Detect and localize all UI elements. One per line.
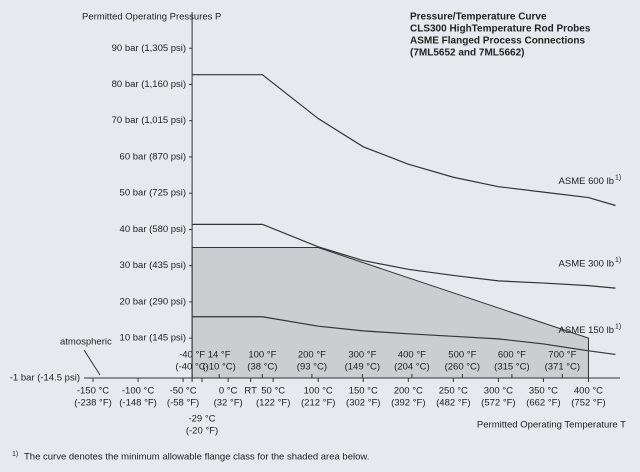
y-tick-label: 90 bar (1,305 psi) (112, 43, 186, 54)
x-tick-label: 300 °C (484, 386, 513, 397)
x2-tick-label: 200 °F (298, 350, 326, 361)
x-tick-label: 150 °C (349, 386, 378, 397)
chart-title: (7ML5652 and 7ML5662) (410, 48, 525, 59)
x-tick-label: -50 °C (170, 386, 197, 397)
x-tick-sublabel: (392 °F) (391, 398, 425, 409)
x2-tick-label: 300 °F (348, 350, 376, 361)
annotation: atmospheric (60, 337, 112, 348)
x-tick-sublabel: (662 °F) (526, 398, 560, 409)
x2-tick-label: 600 °F (498, 350, 526, 361)
x-tick-label: 250 °C (439, 386, 468, 397)
series-line (192, 74, 616, 207)
y-tick-label: 60 bar (870 psi) (120, 151, 187, 162)
y-axis-title: Permitted Operating Pressures P (82, 12, 221, 23)
footnote: The curve denotes the minimum allowable … (24, 452, 369, 463)
series-line (192, 223, 616, 289)
x2-tick-label: 100 °F (248, 350, 276, 361)
x2-tick-sublabel: (38 °C) (247, 362, 277, 373)
chart-title: CLS300 HighTemperature Rod Probes (410, 24, 591, 35)
x-tick-label: 100 °C (304, 386, 333, 397)
series-label-marker: 1) (615, 257, 621, 264)
x2-tick-sublabel: (204 °C) (394, 362, 429, 373)
series-label-marker: 1) (615, 174, 621, 181)
y-tick-label: 30 bar (435 psi) (120, 260, 187, 271)
x-tick-sublabel: (212 °F) (301, 398, 335, 409)
y-tick-label: 70 bar (1,015 psi) (112, 115, 186, 126)
x2-tick-sublabel: (-10 °C) (202, 362, 235, 373)
annotation-arrow (83, 349, 101, 376)
x2-tick-sublabel: (-40 °C) (175, 362, 208, 373)
x2-tick-label: 700 °F (548, 350, 576, 361)
x-tick-sublabel: (-58 °F) (167, 398, 199, 409)
chart-title: ASME Flanged Process Connections (410, 36, 585, 47)
x2-tick-sublabel: (371 °C) (545, 362, 580, 373)
x-tick-sublabel: (-238 °F) (74, 398, 112, 409)
x-tick-label: -29 °C (188, 414, 215, 425)
x2-tick-label: 400 °F (398, 350, 426, 361)
x2-tick-sublabel: (149 °C) (345, 362, 380, 373)
chart-title: Pressure/Temperature Curve (410, 12, 547, 23)
x-tick-label: 350 °C (529, 386, 558, 397)
y-tick-label: 10 bar (145 psi) (120, 333, 187, 344)
x-tick-sublabel: (752 °F) (571, 398, 605, 409)
x-tick-sublabel: (-20 °F) (186, 426, 218, 437)
x-tick-sublabel: (482 °F) (436, 398, 470, 409)
x2-tick-label: -40 °F (179, 350, 205, 361)
x2-tick-label: 500 °F (448, 350, 476, 361)
series-label-marker: 1) (615, 323, 621, 330)
x-axis-title: Permitted Operating Temperature T (477, 420, 626, 431)
x-tick-label: RT (244, 386, 257, 397)
x2-tick-sublabel: (260 °C) (445, 362, 480, 373)
series-label: ASME 150 lb (559, 325, 614, 336)
x2-tick-label: 14 °F (208, 350, 231, 361)
x2-tick-sublabel: (315 °C) (494, 362, 529, 373)
x-tick-sublabel: (122 °F) (256, 398, 290, 409)
x-tick-label: 400 °C (574, 386, 603, 397)
x-tick-label: 200 °C (394, 386, 423, 397)
x-tick-sublabel: (302 °F) (346, 398, 380, 409)
x-tick-label: -150 °C (77, 386, 109, 397)
y-tick-label: -1 bar (-14.5 psi) (10, 373, 80, 384)
x2-tick-sublabel: (93 °C) (297, 362, 327, 373)
series-line (192, 316, 616, 356)
x-tick-sublabel: (572 °F) (481, 398, 515, 409)
y-tick-label: 50 bar (725 psi) (120, 188, 187, 199)
x-tick-label: 50 °C (261, 386, 285, 397)
y-tick-label: 40 bar (580 psi) (120, 224, 187, 235)
x-tick-sublabel: (32 °F) (214, 398, 243, 409)
series-label: ASME 600 lb (559, 176, 614, 187)
x-tick-label: 0 °C (219, 386, 238, 397)
x-tick-sublabel: (-148 °F) (119, 398, 157, 409)
x-tick-label: -100 °C (122, 386, 154, 397)
footnote-marker: 1) (12, 451, 18, 458)
series-label: ASME 300 lb (559, 259, 614, 270)
y-tick-label: 80 bar (1,160 psi) (112, 79, 186, 90)
y-tick-label: 20 bar (290 psi) (120, 296, 187, 307)
